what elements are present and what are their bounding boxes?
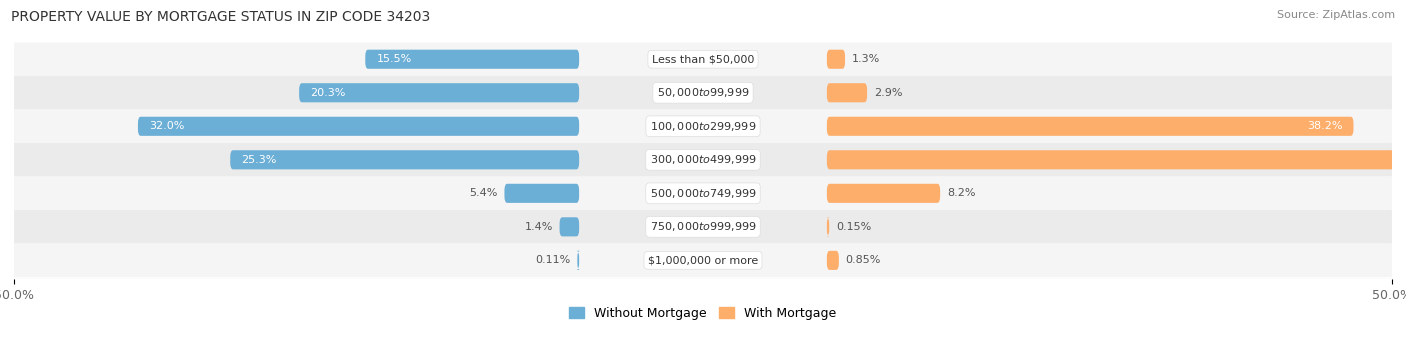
- FancyBboxPatch shape: [827, 117, 1354, 136]
- Legend: Without Mortgage, With Mortgage: Without Mortgage, With Mortgage: [564, 302, 842, 325]
- FancyBboxPatch shape: [827, 83, 868, 102]
- Text: 1.4%: 1.4%: [524, 222, 553, 232]
- Text: $100,000 to $299,999: $100,000 to $299,999: [650, 120, 756, 133]
- FancyBboxPatch shape: [827, 251, 839, 270]
- Text: $300,000 to $499,999: $300,000 to $499,999: [650, 153, 756, 166]
- Text: $50,000 to $99,999: $50,000 to $99,999: [657, 86, 749, 99]
- Text: 20.3%: 20.3%: [311, 88, 346, 98]
- Text: 8.2%: 8.2%: [946, 188, 976, 198]
- FancyBboxPatch shape: [827, 50, 845, 69]
- FancyBboxPatch shape: [366, 50, 579, 69]
- FancyBboxPatch shape: [299, 83, 579, 102]
- Text: 5.4%: 5.4%: [470, 188, 498, 198]
- Text: 2.9%: 2.9%: [875, 88, 903, 98]
- Text: Less than $50,000: Less than $50,000: [652, 54, 754, 64]
- FancyBboxPatch shape: [231, 150, 579, 169]
- Text: 38.2%: 38.2%: [1306, 121, 1343, 131]
- Text: Source: ZipAtlas.com: Source: ZipAtlas.com: [1277, 10, 1395, 20]
- Text: PROPERTY VALUE BY MORTGAGE STATUS IN ZIP CODE 34203: PROPERTY VALUE BY MORTGAGE STATUS IN ZIP…: [11, 10, 430, 24]
- Text: 0.15%: 0.15%: [837, 222, 872, 232]
- Text: 1.3%: 1.3%: [852, 54, 880, 64]
- FancyBboxPatch shape: [505, 184, 579, 203]
- Text: 32.0%: 32.0%: [149, 121, 184, 131]
- Text: 15.5%: 15.5%: [377, 54, 412, 64]
- FancyBboxPatch shape: [14, 42, 1392, 76]
- Text: 0.11%: 0.11%: [536, 255, 571, 265]
- Text: $1,000,000 or more: $1,000,000 or more: [648, 255, 758, 265]
- FancyBboxPatch shape: [576, 251, 581, 270]
- FancyBboxPatch shape: [14, 243, 1392, 277]
- FancyBboxPatch shape: [14, 210, 1392, 243]
- FancyBboxPatch shape: [827, 217, 830, 236]
- Text: $750,000 to $999,999: $750,000 to $999,999: [650, 220, 756, 233]
- FancyBboxPatch shape: [14, 109, 1392, 143]
- FancyBboxPatch shape: [827, 184, 941, 203]
- FancyBboxPatch shape: [560, 217, 579, 236]
- FancyBboxPatch shape: [827, 150, 1406, 169]
- FancyBboxPatch shape: [14, 76, 1392, 109]
- Text: 0.85%: 0.85%: [845, 255, 882, 265]
- FancyBboxPatch shape: [138, 117, 579, 136]
- Text: 25.3%: 25.3%: [242, 155, 277, 165]
- Text: $500,000 to $749,999: $500,000 to $749,999: [650, 187, 756, 200]
- FancyBboxPatch shape: [14, 176, 1392, 210]
- FancyBboxPatch shape: [14, 143, 1392, 176]
